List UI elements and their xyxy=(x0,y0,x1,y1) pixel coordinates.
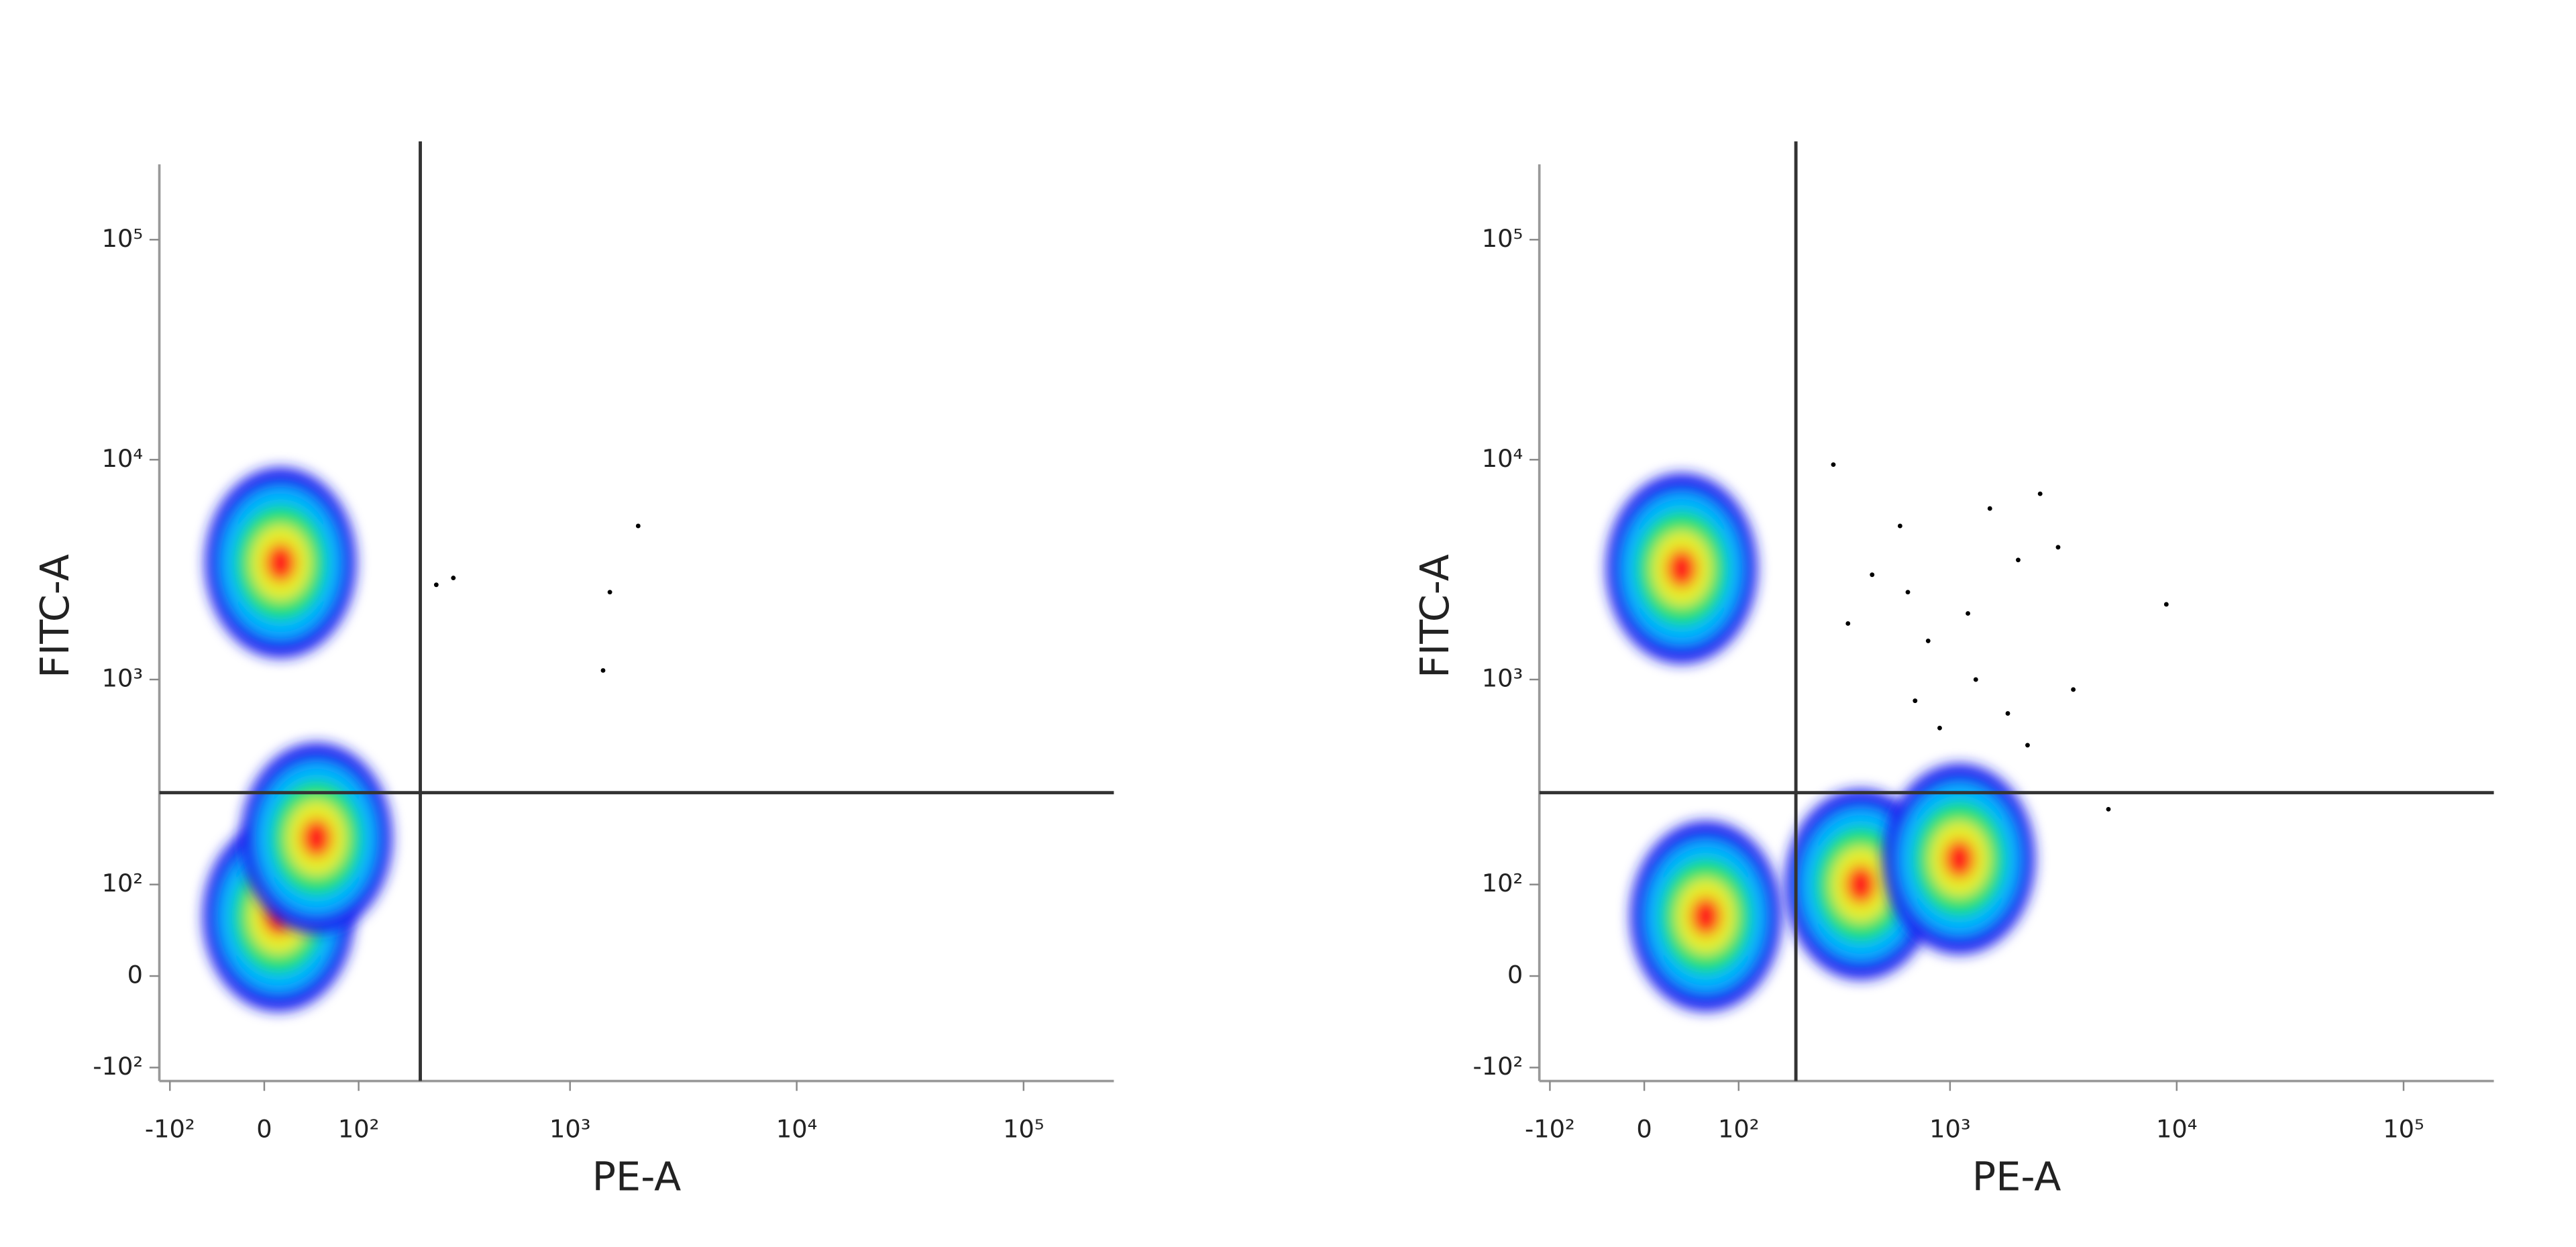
y-axis-title: FITC-A xyxy=(1411,554,1458,678)
x-tick-label: 10⁴ xyxy=(776,1115,817,1144)
x-tick-label: 10⁵ xyxy=(2383,1115,2424,1144)
event-dot xyxy=(2037,491,2043,496)
y-tick-label: 10⁵ xyxy=(1482,224,1523,253)
event-dot xyxy=(607,590,612,595)
plot: -10² 0 10² 10³ 10⁴ 10⁵ -10² 0 10² 10³ 10⁴ 10⁵ PE-A FI… xyxy=(1411,141,2494,1200)
y-tick-label: 0 xyxy=(127,961,143,989)
density-level xyxy=(1944,840,1975,878)
x-tick-label: -10² xyxy=(1525,1115,1575,1144)
event-dot xyxy=(451,576,456,581)
y-tick-label: 0 xyxy=(1507,961,1523,989)
x-tick-label: 10³ xyxy=(1929,1115,1970,1144)
event-dot xyxy=(2016,557,2021,563)
event-dot xyxy=(1905,590,1911,595)
event-dot xyxy=(1897,523,1902,529)
y-tick-label: -10² xyxy=(1473,1052,1523,1081)
x-tick-label: 10² xyxy=(338,1115,379,1144)
y-axis-title: FITC-A xyxy=(32,554,78,678)
event-dot xyxy=(1870,572,1875,578)
y-tick-label: -10² xyxy=(93,1052,143,1081)
event-dot xyxy=(1973,677,1978,682)
event-dot xyxy=(2005,711,2010,716)
event-dot xyxy=(1925,638,1931,643)
density-level xyxy=(1845,865,1876,904)
y-tick-label: 10² xyxy=(1482,869,1523,898)
event-dot xyxy=(2025,743,2030,748)
event-dot xyxy=(1987,506,1992,511)
event-dot xyxy=(600,668,606,673)
event-dot xyxy=(2071,687,2076,692)
x-tick-label: 0 xyxy=(1636,1115,1652,1144)
event-dot xyxy=(2163,602,2169,607)
event-dot xyxy=(635,523,641,529)
density-level xyxy=(265,543,296,582)
x-tick-label: 0 xyxy=(256,1115,272,1144)
event-dot xyxy=(2055,545,2061,550)
y-tick-label: 10² xyxy=(102,869,143,898)
density-cluster xyxy=(1606,473,1758,664)
y-tick-label: 10³ xyxy=(102,664,143,693)
density-cluster xyxy=(1630,820,1782,1012)
density-level xyxy=(301,819,332,857)
density-level xyxy=(1690,897,1721,936)
x-tick-label: 10⁵ xyxy=(1003,1115,1044,1144)
x-tick-label: 10⁴ xyxy=(2156,1115,2197,1144)
y-tick-label: 10⁴ xyxy=(1482,444,1523,473)
x-axis-title: PE-A xyxy=(1972,1154,2061,1200)
x-tick-label: -10² xyxy=(145,1115,195,1144)
event-dot xyxy=(1845,621,1851,626)
event-dot xyxy=(2106,806,2111,812)
density-cluster xyxy=(1785,789,1937,980)
density-cluster xyxy=(241,743,392,934)
x-tick-label: 10³ xyxy=(549,1115,590,1144)
x-axis-title: PE-A xyxy=(592,1154,682,1200)
event-dot xyxy=(433,582,439,588)
x-tick-label: 10² xyxy=(1718,1115,1759,1144)
event-dot xyxy=(1937,725,1942,730)
plot: -10² 0 10² 10³ 10⁴ 10⁵ -10² 0 10² 10³ 10⁴ 10⁵ PE-A FI… xyxy=(32,141,1114,1200)
density-level xyxy=(1666,549,1697,588)
density-cluster xyxy=(205,467,356,659)
y-tick-label: 10⁵ xyxy=(102,224,143,253)
y-tick-label: 10³ xyxy=(1482,664,1523,693)
event-dot xyxy=(1831,462,1836,468)
density-cluster xyxy=(1884,763,2035,955)
y-tick-label: 10⁴ xyxy=(102,444,143,473)
event-dot xyxy=(1966,611,1970,616)
event-dot xyxy=(1913,698,1918,704)
